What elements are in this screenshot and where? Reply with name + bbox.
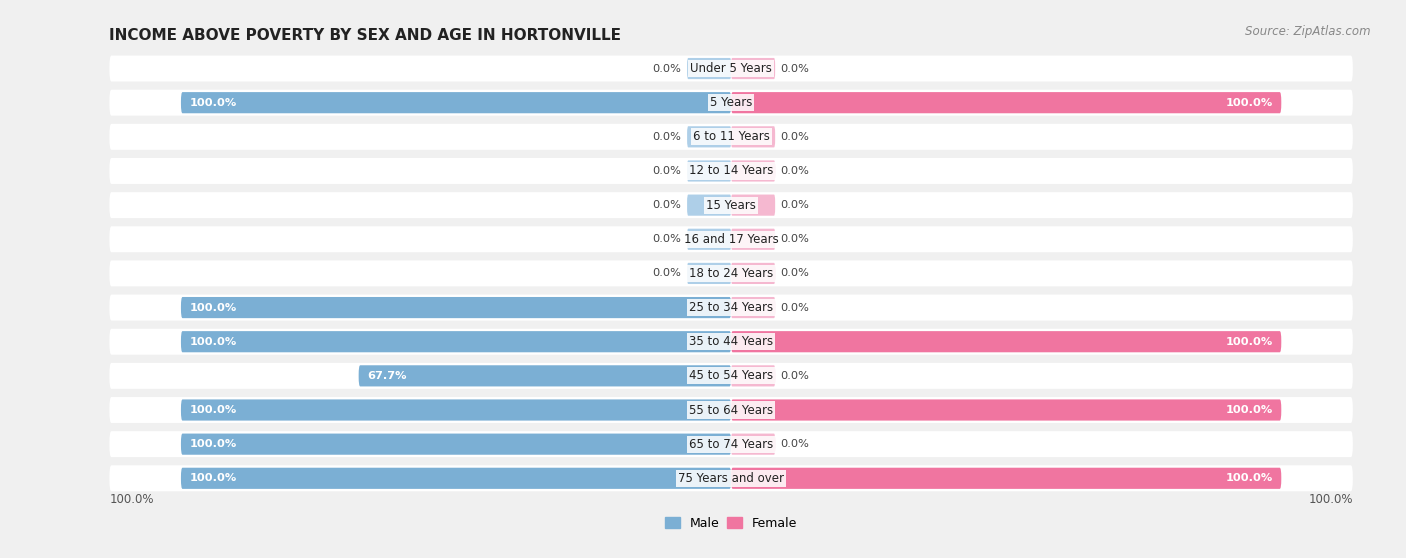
Text: 100.0%: 100.0% <box>190 405 236 415</box>
FancyBboxPatch shape <box>110 90 1353 116</box>
Text: 35 to 44 Years: 35 to 44 Years <box>689 335 773 348</box>
Text: 0.0%: 0.0% <box>780 166 810 176</box>
Text: Source: ZipAtlas.com: Source: ZipAtlas.com <box>1246 25 1371 38</box>
Text: 5 Years: 5 Years <box>710 96 752 109</box>
FancyBboxPatch shape <box>181 331 731 352</box>
Text: 0.0%: 0.0% <box>780 132 810 142</box>
FancyBboxPatch shape <box>731 195 775 216</box>
FancyBboxPatch shape <box>110 124 1353 150</box>
Text: 65 to 74 Years: 65 to 74 Years <box>689 437 773 451</box>
FancyBboxPatch shape <box>110 363 1353 389</box>
FancyBboxPatch shape <box>110 431 1353 457</box>
Text: 100.0%: 100.0% <box>190 473 236 483</box>
FancyBboxPatch shape <box>731 400 1281 421</box>
Text: 0.0%: 0.0% <box>652 234 682 244</box>
FancyBboxPatch shape <box>110 158 1353 184</box>
FancyBboxPatch shape <box>731 434 775 455</box>
FancyBboxPatch shape <box>359 365 731 387</box>
Text: 18 to 24 Years: 18 to 24 Years <box>689 267 773 280</box>
Text: 0.0%: 0.0% <box>780 200 810 210</box>
Text: 6 to 11 Years: 6 to 11 Years <box>693 131 769 143</box>
Text: 100.0%: 100.0% <box>190 336 236 347</box>
FancyBboxPatch shape <box>731 331 1281 352</box>
Text: 100.0%: 100.0% <box>1226 336 1272 347</box>
Text: 0.0%: 0.0% <box>780 268 810 278</box>
FancyBboxPatch shape <box>688 229 731 250</box>
Text: 67.7%: 67.7% <box>367 371 406 381</box>
FancyBboxPatch shape <box>110 192 1353 218</box>
Text: 100.0%: 100.0% <box>190 439 236 449</box>
Text: 15 Years: 15 Years <box>706 199 756 211</box>
FancyBboxPatch shape <box>731 229 775 250</box>
Legend: Male, Female: Male, Female <box>659 512 803 535</box>
FancyBboxPatch shape <box>181 92 731 113</box>
FancyBboxPatch shape <box>110 397 1353 423</box>
FancyBboxPatch shape <box>181 434 731 455</box>
Text: 45 to 54 Years: 45 to 54 Years <box>689 369 773 382</box>
FancyBboxPatch shape <box>731 160 775 181</box>
Text: 100.0%: 100.0% <box>1226 405 1272 415</box>
Text: 55 to 64 Years: 55 to 64 Years <box>689 403 773 416</box>
FancyBboxPatch shape <box>688 58 731 79</box>
FancyBboxPatch shape <box>688 126 731 147</box>
Text: 0.0%: 0.0% <box>780 371 810 381</box>
FancyBboxPatch shape <box>110 329 1353 355</box>
FancyBboxPatch shape <box>688 263 731 284</box>
Text: 100.0%: 100.0% <box>190 98 236 108</box>
FancyBboxPatch shape <box>731 297 775 318</box>
Text: 0.0%: 0.0% <box>780 439 810 449</box>
Text: 0.0%: 0.0% <box>780 64 810 74</box>
Text: 100.0%: 100.0% <box>1226 473 1272 483</box>
Text: Under 5 Years: Under 5 Years <box>690 62 772 75</box>
FancyBboxPatch shape <box>110 295 1353 320</box>
FancyBboxPatch shape <box>731 126 775 147</box>
Text: 25 to 34 Years: 25 to 34 Years <box>689 301 773 314</box>
FancyBboxPatch shape <box>731 58 775 79</box>
FancyBboxPatch shape <box>731 365 775 387</box>
Text: 0.0%: 0.0% <box>652 200 682 210</box>
Text: 100.0%: 100.0% <box>1309 493 1353 506</box>
Text: 0.0%: 0.0% <box>652 64 682 74</box>
Text: 100.0%: 100.0% <box>190 302 236 312</box>
Text: 100.0%: 100.0% <box>110 493 153 506</box>
Text: 0.0%: 0.0% <box>652 132 682 142</box>
FancyBboxPatch shape <box>731 92 1281 113</box>
Text: 75 Years and over: 75 Years and over <box>678 472 785 485</box>
Text: 12 to 14 Years: 12 to 14 Years <box>689 165 773 177</box>
FancyBboxPatch shape <box>181 468 731 489</box>
Text: 0.0%: 0.0% <box>780 234 810 244</box>
FancyBboxPatch shape <box>110 465 1353 491</box>
Text: 0.0%: 0.0% <box>652 166 682 176</box>
Text: INCOME ABOVE POVERTY BY SEX AND AGE IN HORTONVILLE: INCOME ABOVE POVERTY BY SEX AND AGE IN H… <box>110 28 621 43</box>
Text: 0.0%: 0.0% <box>780 302 810 312</box>
FancyBboxPatch shape <box>688 160 731 181</box>
Text: 0.0%: 0.0% <box>652 268 682 278</box>
Text: 16 and 17 Years: 16 and 17 Years <box>683 233 779 246</box>
Text: 100.0%: 100.0% <box>1226 98 1272 108</box>
FancyBboxPatch shape <box>110 56 1353 81</box>
FancyBboxPatch shape <box>110 261 1353 286</box>
FancyBboxPatch shape <box>181 400 731 421</box>
FancyBboxPatch shape <box>110 227 1353 252</box>
FancyBboxPatch shape <box>731 468 1281 489</box>
FancyBboxPatch shape <box>731 263 775 284</box>
FancyBboxPatch shape <box>688 195 731 216</box>
FancyBboxPatch shape <box>181 297 731 318</box>
